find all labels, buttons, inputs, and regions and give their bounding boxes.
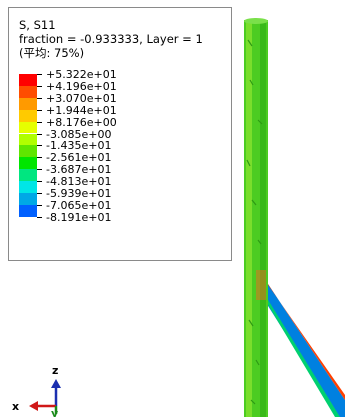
legend-value: -3.085e+00 xyxy=(46,127,112,141)
legend-tick xyxy=(37,181,42,183)
legend-value: -3.687e+01 xyxy=(46,163,112,177)
legend-tick xyxy=(37,204,42,206)
legend-swatch xyxy=(19,121,37,134)
legend-swatch xyxy=(19,133,37,146)
legend-swatch xyxy=(19,145,37,158)
legend-swatch xyxy=(19,109,37,122)
legend-value: -8.191e+01 xyxy=(46,210,112,224)
legend-tick xyxy=(37,97,42,99)
legend-swatch xyxy=(19,97,37,110)
legend-variable: S, S11 xyxy=(19,18,56,32)
contour-legend[interactable]: S, S11 fraction = -0.933333, Layer = 1 (… xyxy=(8,7,232,261)
vertical-column xyxy=(244,18,268,417)
legend-title: S, S11 fraction = -0.933333, Layer = 1 (… xyxy=(19,18,203,60)
legend-tick xyxy=(37,169,42,171)
legend-averaging: (平均: 75%) xyxy=(19,46,85,60)
y-axis-label: y xyxy=(51,407,58,417)
legend-swatch xyxy=(19,157,37,170)
legend-tick xyxy=(37,193,42,194)
legend-value: -7.065e+01 xyxy=(46,198,112,212)
legend-tick xyxy=(37,121,42,123)
legend-tick xyxy=(37,109,42,111)
legend-value: +3.070e+01 xyxy=(46,91,117,105)
legend-tick xyxy=(37,85,42,87)
legend-swatch xyxy=(19,85,37,98)
legend-swatch xyxy=(19,169,37,182)
x-axis-label: x xyxy=(12,400,19,413)
legend-value: +4.196e+01 xyxy=(46,79,117,93)
legend-tick xyxy=(37,74,42,75)
legend-value: -1.435e+01 xyxy=(46,139,112,153)
legend-value: -2.561e+01 xyxy=(46,151,112,165)
legend-tick xyxy=(37,216,42,218)
axis-triad: z x y xyxy=(12,364,61,417)
legend-tick xyxy=(37,133,42,135)
legend-swatch xyxy=(19,204,37,217)
diagonal-brace xyxy=(258,280,345,417)
z-axis-label: z xyxy=(52,364,58,377)
legend-value: +1.944e+01 xyxy=(46,103,117,117)
legend-swatch xyxy=(19,181,37,193)
legend-value: +5.322e+01 xyxy=(46,68,117,81)
legend-swatch xyxy=(19,74,37,86)
legend-swatch xyxy=(19,193,37,205)
legend-fraction: fraction = -0.933333, Layer = 1 xyxy=(19,32,203,46)
legend-value: -5.939e+01 xyxy=(46,187,112,200)
legend-value: -4.813e+01 xyxy=(46,175,112,189)
legend-tick xyxy=(37,157,42,159)
legend-tick xyxy=(37,145,42,147)
legend-value: +8.176e+00 xyxy=(46,115,117,129)
